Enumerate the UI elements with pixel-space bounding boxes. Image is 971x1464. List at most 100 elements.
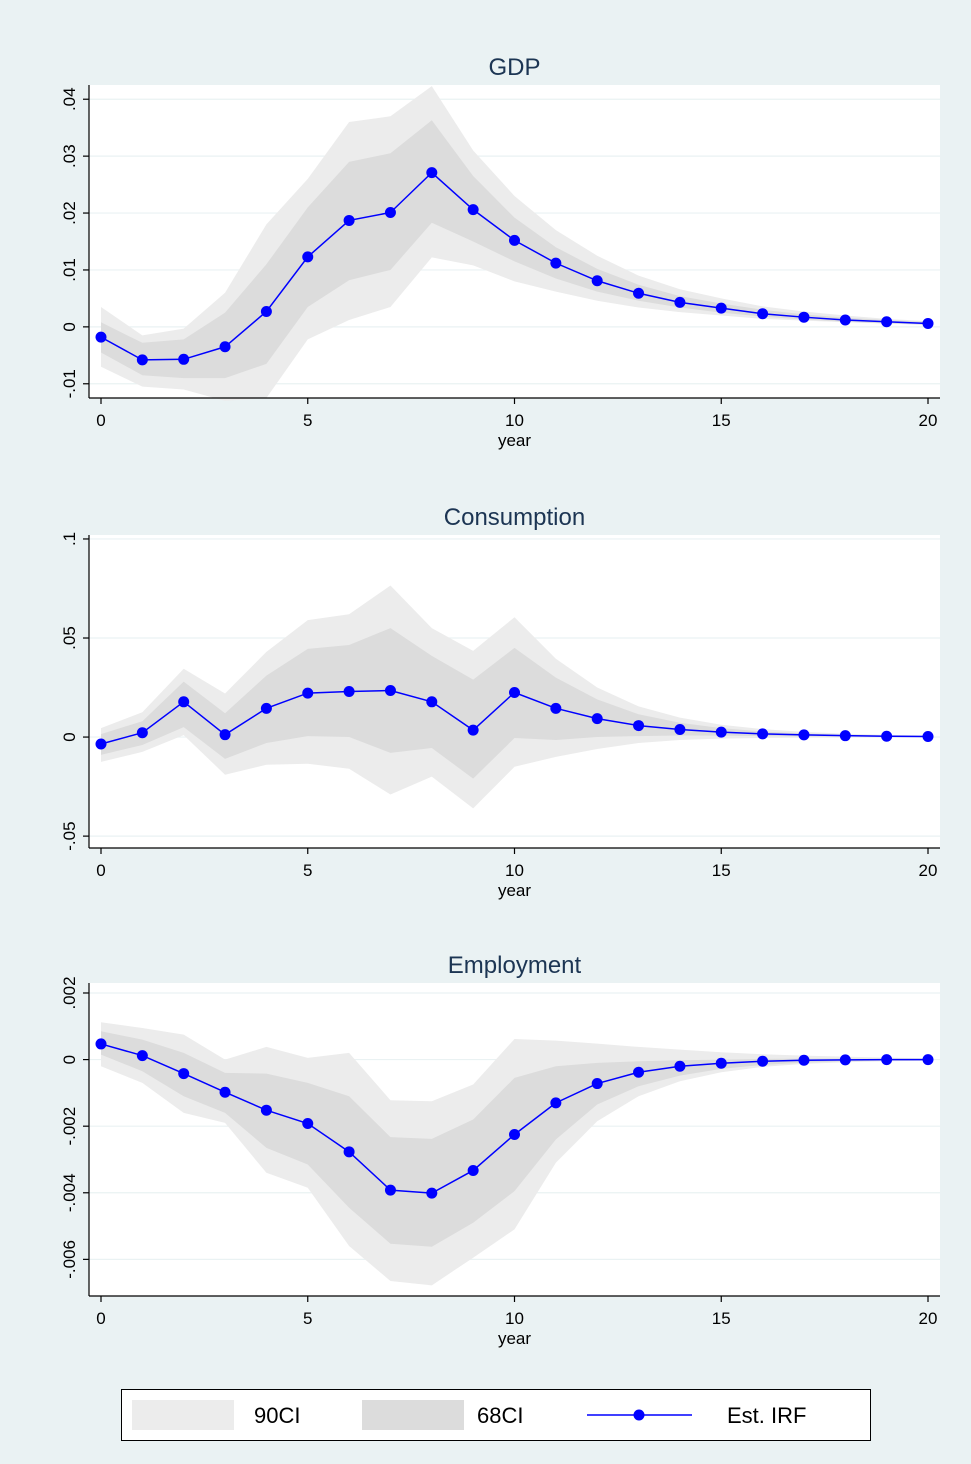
x-tick-label-0-3: 15 xyxy=(712,411,731,430)
irf-point-0-14 xyxy=(674,296,686,308)
irf-point-2-2 xyxy=(178,1068,190,1080)
irf-point-2-9 xyxy=(467,1164,479,1176)
irf-point-2-14 xyxy=(674,1060,686,1072)
irf-point-1-13 xyxy=(633,720,645,732)
x-tick-label-0-4: 20 xyxy=(919,411,938,430)
y-tick-label-0-0: -.01 xyxy=(60,369,79,398)
irf-point-0-13 xyxy=(633,287,645,299)
irf-point-0-17 xyxy=(798,311,810,323)
band-68ci-1 xyxy=(101,628,928,779)
x-tick-label-1-0: 0 xyxy=(96,861,105,880)
x-tick-label-0-0: 0 xyxy=(96,411,105,430)
y-tick-label-1-3: .1 xyxy=(60,532,79,546)
y-tick-label-2-0: -.006 xyxy=(60,1240,79,1279)
irf-point-2-20 xyxy=(922,1054,934,1066)
y-tick-label-0-2: .01 xyxy=(60,258,79,282)
x-tick-label-1-2: 10 xyxy=(505,861,524,880)
irf-point-1-14 xyxy=(674,724,686,736)
irf-point-1-11 xyxy=(550,702,562,714)
y-tick-label-1-1: 0 xyxy=(60,732,79,741)
chart-title-1: Consumption xyxy=(444,504,585,531)
irf-point-2-8 xyxy=(426,1187,438,1199)
irf-point-2-6 xyxy=(343,1146,355,1158)
irf-point-2-4 xyxy=(260,1104,272,1116)
legend-swatch-irf xyxy=(587,1409,692,1421)
x-tick-label-2-3: 15 xyxy=(712,1309,731,1328)
legend-swatch-90ci xyxy=(132,1400,234,1430)
irf-point-1-4 xyxy=(260,702,272,714)
irf-point-2-5 xyxy=(302,1118,314,1130)
chart-title-0: GDP xyxy=(488,54,540,81)
irf-point-0-0 xyxy=(95,331,107,343)
irf-point-1-19 xyxy=(881,730,893,742)
irf-point-0-12 xyxy=(591,275,603,287)
irf-point-0-7 xyxy=(384,206,396,218)
irf-point-0-20 xyxy=(922,317,934,329)
y-tick-label-2-4: .002 xyxy=(60,976,79,1009)
irf-point-1-20 xyxy=(922,730,934,742)
irf-point-2-16 xyxy=(757,1055,769,1067)
irf-point-0-3 xyxy=(219,341,231,353)
irf-point-2-3 xyxy=(219,1086,231,1098)
x-tick-label-1-3: 15 xyxy=(712,861,731,880)
irf-point-2-15 xyxy=(715,1057,727,1069)
irf-point-1-2 xyxy=(178,696,190,708)
irf-point-1-18 xyxy=(839,730,851,742)
irf-point-0-5 xyxy=(302,251,314,263)
y-tick-label-0-3: .02 xyxy=(60,201,79,225)
irf-point-0-9 xyxy=(467,204,479,216)
irf-point-0-8 xyxy=(426,167,438,179)
irf-point-1-10 xyxy=(509,686,520,698)
legend-label-irf: Est. IRF xyxy=(727,1403,807,1428)
legend: 90CI 68CI Est. IRF xyxy=(121,1389,871,1441)
irf-point-2-12 xyxy=(591,1078,603,1090)
x-tick-label-0-2: 10 xyxy=(505,411,524,430)
irf-point-0-2 xyxy=(178,353,190,365)
irf-point-1-7 xyxy=(384,685,396,697)
x-tick-label-2-1: 5 xyxy=(303,1309,312,1328)
y-tick-label-0-4: .03 xyxy=(60,144,79,168)
irf-point-0-19 xyxy=(881,316,893,328)
irf-point-1-0 xyxy=(95,738,107,750)
x-axis-label-2: year xyxy=(498,1329,531,1348)
irf-point-1-17 xyxy=(798,729,810,741)
irf-point-0-6 xyxy=(343,214,355,226)
y-tick-label-0-1: 0 xyxy=(60,322,79,331)
irf-point-1-5 xyxy=(302,687,314,699)
irf-point-2-13 xyxy=(633,1066,645,1078)
irf-point-0-1 xyxy=(136,354,148,366)
irf-point-0-16 xyxy=(757,308,769,320)
x-tick-label-1-4: 20 xyxy=(919,861,938,880)
y-tick-label-2-3: 0 xyxy=(60,1055,79,1064)
irf-point-1-16 xyxy=(757,728,769,740)
irf-point-0-15 xyxy=(715,302,727,314)
y-tick-label-0-5: .04 xyxy=(60,87,79,111)
irf-point-2-0 xyxy=(95,1038,107,1050)
irf-point-2-7 xyxy=(384,1184,396,1196)
x-tick-label-0-1: 5 xyxy=(303,411,312,430)
irf-point-1-8 xyxy=(426,696,438,708)
band-68ci-0 xyxy=(101,120,928,379)
irf-point-2-19 xyxy=(881,1054,893,1066)
x-tick-label-2-4: 20 xyxy=(919,1309,938,1328)
x-tick-label-2-2: 10 xyxy=(505,1309,524,1328)
irf-point-0-18 xyxy=(839,314,851,326)
x-tick-label-1-1: 5 xyxy=(303,861,312,880)
chart-title-2: Employment xyxy=(448,952,582,979)
irf-point-1-6 xyxy=(343,686,355,697)
irf-point-1-12 xyxy=(591,713,603,725)
irf-point-2-11 xyxy=(550,1097,562,1109)
legend-swatch-68ci xyxy=(362,1400,464,1430)
y-tick-label-1-0: -.05 xyxy=(60,821,79,850)
irf-point-1-3 xyxy=(219,729,231,741)
legend-label-90ci: 90CI xyxy=(254,1403,301,1428)
irf-point-0-11 xyxy=(550,257,562,269)
irf-point-2-1 xyxy=(136,1050,148,1062)
irf-point-1-15 xyxy=(715,726,727,738)
irf-point-1-1 xyxy=(136,727,148,739)
irf-point-1-9 xyxy=(467,724,479,736)
y-tick-label-2-1: -.004 xyxy=(60,1173,79,1212)
legend-label-68ci: 68CI xyxy=(477,1403,524,1428)
x-axis-label-0: year xyxy=(498,431,531,450)
